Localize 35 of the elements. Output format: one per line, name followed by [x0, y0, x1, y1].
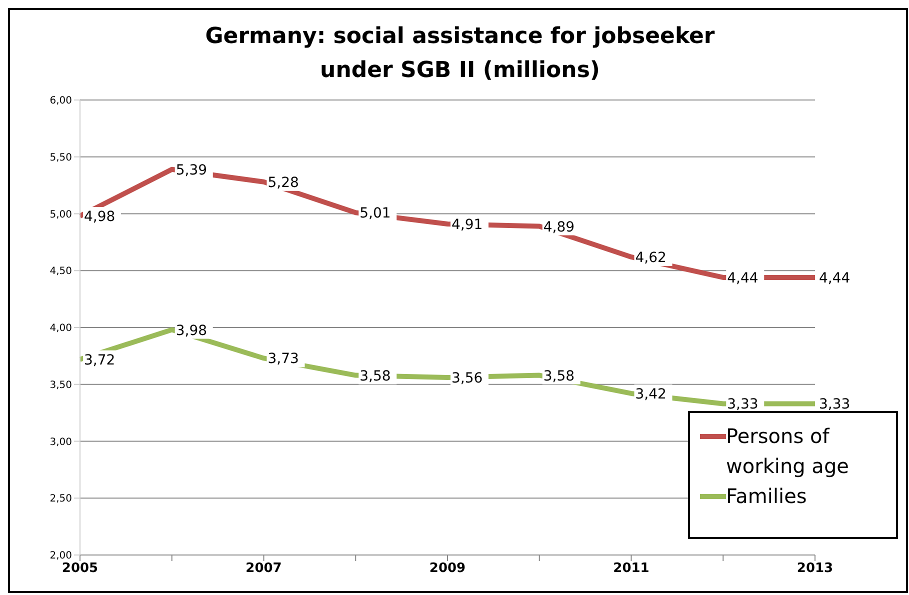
- y-tick-label: 2,50: [50, 494, 72, 505]
- data-label: 5,39: [176, 162, 208, 178]
- x-tick-label: 2009: [429, 561, 466, 576]
- data-label: 3,42: [635, 386, 666, 402]
- y-tick-label: 3,50: [50, 380, 72, 391]
- data-label: 3,33: [727, 396, 758, 413]
- data-label: 3,58: [360, 368, 391, 384]
- y-tick-label: 3,00: [50, 436, 72, 448]
- x-tick-label: 2011: [613, 561, 650, 576]
- data-label: 3,98: [176, 322, 208, 339]
- data-label: 4,44: [819, 270, 850, 286]
- chart-title: Germany: social assistance for jobseeker under SGB II (millions): [204, 23, 716, 85]
- data-label: 5,01: [360, 206, 391, 222]
- data-label: 3,58: [543, 368, 575, 384]
- legend-label: Persons of working age: [726, 423, 850, 480]
- x-tick-label: 2005: [62, 561, 98, 576]
- y-tick-label: 5,50: [50, 152, 72, 164]
- y-tick-label: 6,00: [50, 96, 72, 107]
- x-tick-label: 2007: [246, 561, 282, 576]
- data-label: 4,62: [635, 250, 666, 266]
- legend-label: Families: [726, 483, 807, 510]
- data-label: 4,89: [543, 219, 575, 236]
- data-label: 4,91: [452, 216, 483, 233]
- data-label: 4,98: [84, 209, 116, 226]
- y-tick-label: 2,00: [50, 550, 72, 562]
- data-label: 3,33: [819, 396, 850, 413]
- y-tick-label: 5,00: [50, 209, 72, 220]
- data-label: 3,56: [452, 370, 483, 387]
- data-label: 5,28: [268, 174, 299, 191]
- data-label: 3,72: [84, 352, 116, 368]
- y-tick-label: 4,00: [50, 323, 72, 334]
- x-tick-label: 2013: [796, 561, 834, 576]
- data-label: 3,73: [268, 351, 299, 368]
- y-tick-label: 4,50: [50, 266, 72, 278]
- data-label: 4,44: [727, 270, 758, 286]
